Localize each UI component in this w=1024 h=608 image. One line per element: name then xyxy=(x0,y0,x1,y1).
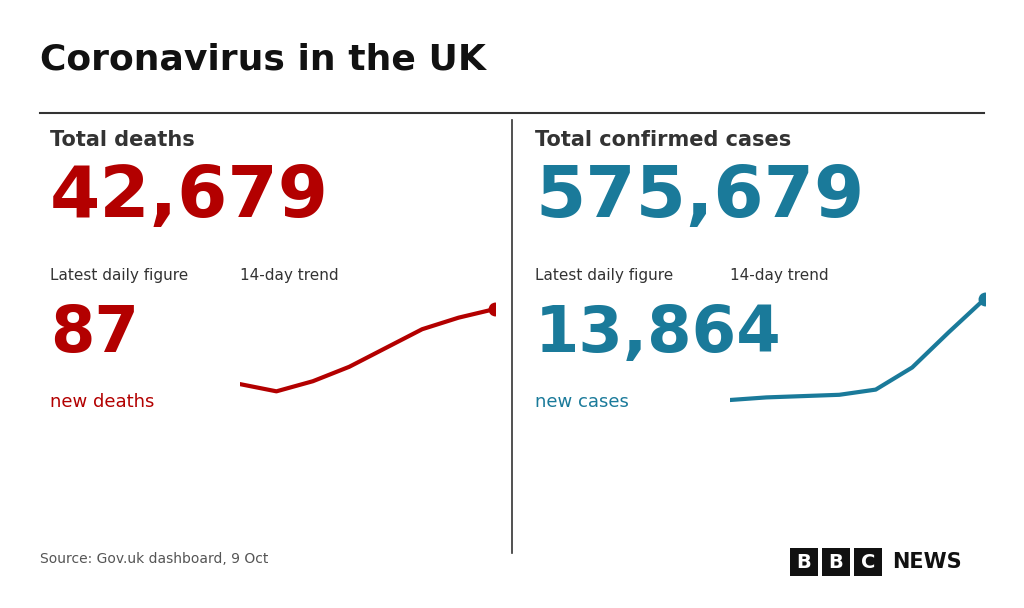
Text: Latest daily figure: Latest daily figure xyxy=(535,268,673,283)
Text: 87: 87 xyxy=(50,303,139,365)
Text: new deaths: new deaths xyxy=(50,393,155,411)
FancyBboxPatch shape xyxy=(854,548,882,576)
FancyBboxPatch shape xyxy=(790,548,818,576)
FancyBboxPatch shape xyxy=(822,548,850,576)
Text: Latest daily figure: Latest daily figure xyxy=(50,268,188,283)
Text: B: B xyxy=(828,553,844,572)
Text: Total confirmed cases: Total confirmed cases xyxy=(535,130,792,150)
Text: 575,679: 575,679 xyxy=(535,163,864,232)
Text: 14-day trend: 14-day trend xyxy=(240,268,339,283)
Text: B: B xyxy=(797,553,811,572)
Text: Source: Gov.uk dashboard, 9 Oct: Source: Gov.uk dashboard, 9 Oct xyxy=(40,552,268,566)
Text: Coronavirus in the UK: Coronavirus in the UK xyxy=(40,43,485,77)
Text: new cases: new cases xyxy=(535,393,629,411)
Text: Total deaths: Total deaths xyxy=(50,130,195,150)
Text: 42,679: 42,679 xyxy=(50,163,329,232)
Text: 13,864: 13,864 xyxy=(535,303,781,365)
Text: NEWS: NEWS xyxy=(892,552,962,572)
Text: 14-day trend: 14-day trend xyxy=(730,268,828,283)
Text: C: C xyxy=(861,553,876,572)
